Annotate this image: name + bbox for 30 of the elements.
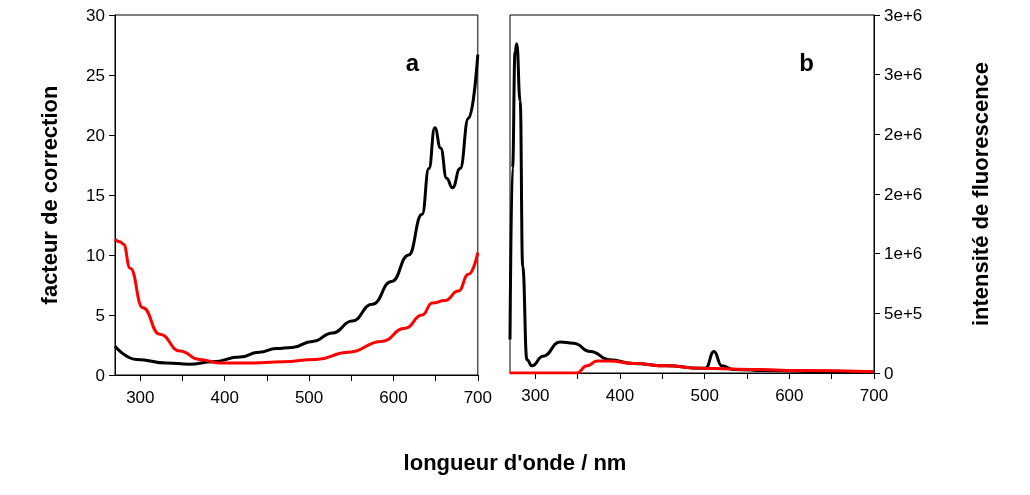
annotation: a	[405, 48, 420, 76]
line-series	[113, 237, 480, 365]
x-axis-title: longueur d'onde / nm	[402, 450, 628, 476]
y2-tick-label: 2e+6	[884, 184, 923, 204]
y2-tick-label: 0	[884, 363, 894, 383]
y-tick-label: 10	[86, 245, 105, 265]
x-tick-label: 700	[859, 386, 889, 405]
y2-tick-label: 5e+5	[884, 303, 923, 323]
y2-tick-label: 1e+6	[884, 244, 923, 264]
x-tick-label: 700	[463, 388, 493, 407]
x-tick-label: 500	[294, 388, 324, 407]
y-tick-label: 15	[86, 185, 105, 205]
x-tick-label: 500	[690, 386, 719, 405]
y-tick-label: 5	[95, 305, 105, 325]
y2-axis-title: intensité de fluorescence	[967, 61, 993, 327]
x-tick-label: 600	[379, 388, 408, 407]
y-tick-label: 30	[86, 5, 105, 25]
y-tick-label: 0	[95, 365, 105, 385]
y-tick-label: 20	[86, 125, 105, 145]
x-tick-label: 300	[521, 386, 550, 405]
y2-tick-label: 3e+6	[884, 5, 923, 25]
y2-tick-label: 2e+6	[884, 124, 923, 144]
x-tick-label: 300	[126, 388, 155, 407]
x-tick-label: 600	[775, 386, 804, 405]
annotation: b	[799, 48, 815, 76]
y2-tick-label: 3e+6	[884, 65, 923, 85]
y-axis-title: facteur de correction	[36, 85, 62, 305]
y-tick-label: 25	[86, 65, 105, 85]
x-tick-label: 400	[210, 388, 239, 407]
x-tick-label: 400	[605, 386, 635, 405]
